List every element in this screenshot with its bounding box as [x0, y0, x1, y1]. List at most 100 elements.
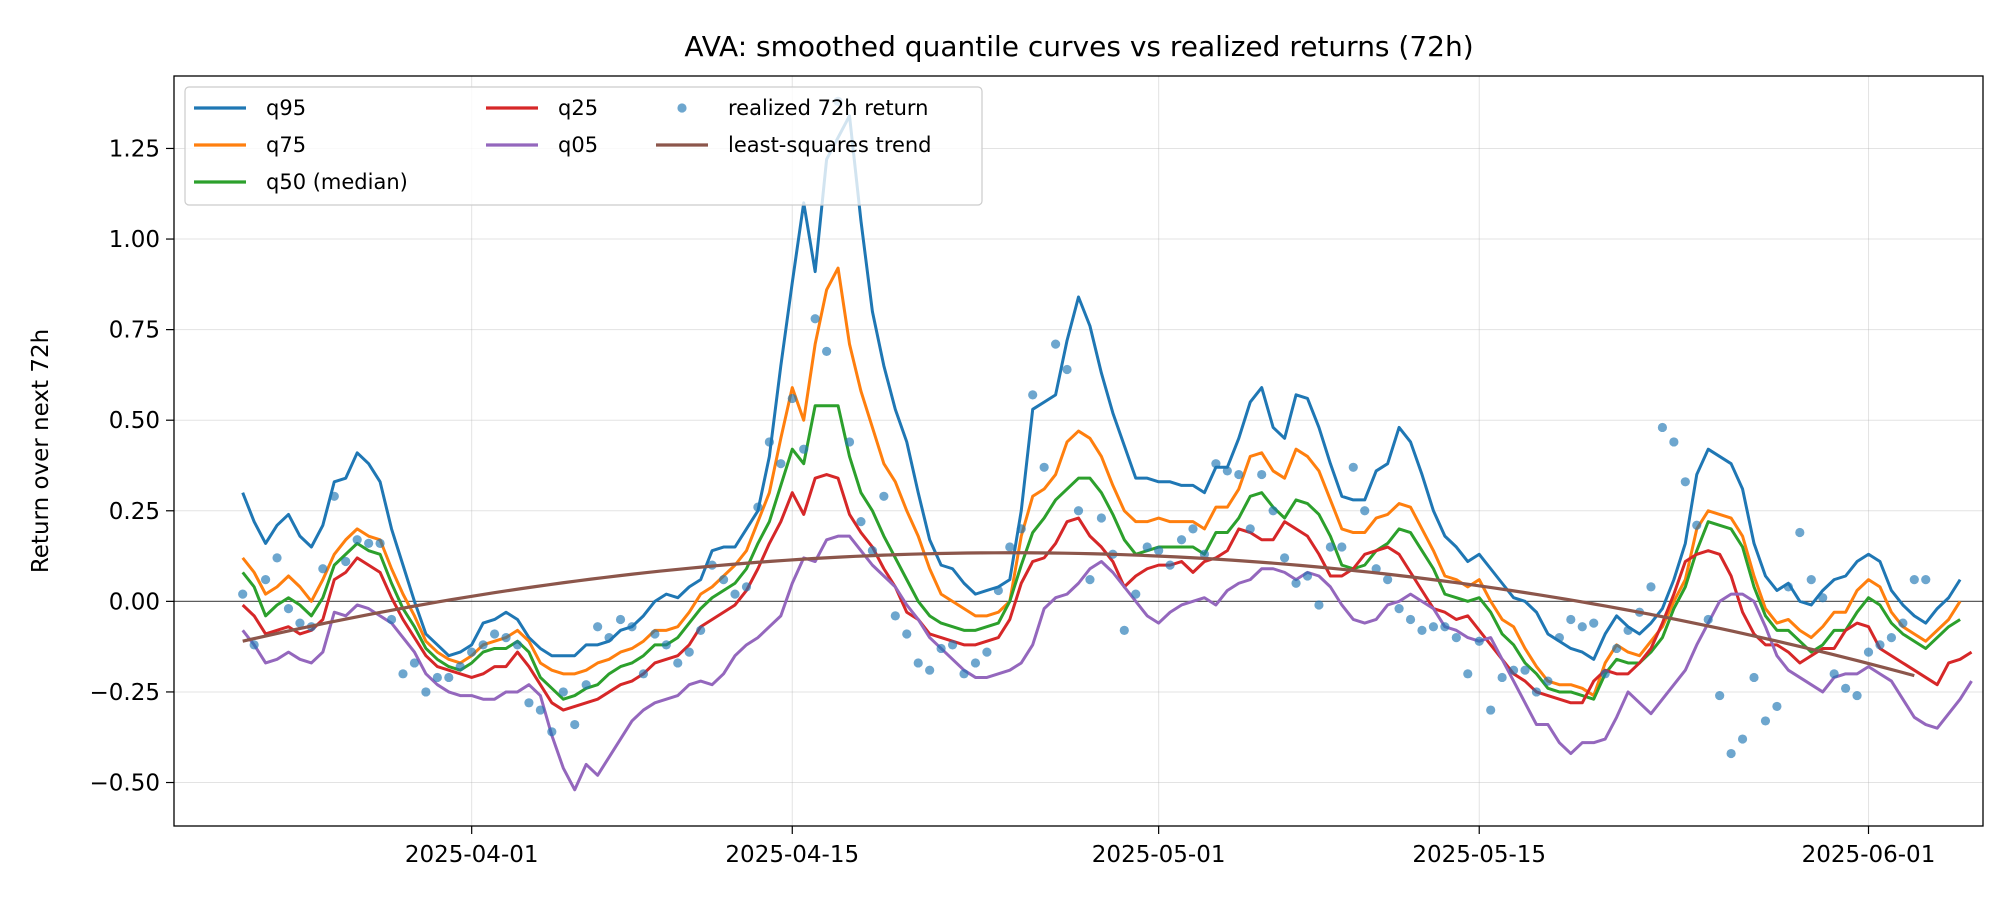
legend-item: q25: [486, 96, 598, 120]
realized-return-point: [1566, 614, 1576, 625]
realized-return-point: [638, 669, 649, 679]
realized-return-point: [398, 669, 408, 679]
legend: q95 q75 q50 (median) q25 q05 realized 72h ret…: [184, 86, 983, 206]
y-tick-label: 1.25: [109, 136, 160, 162]
realized-return-point: [1291, 578, 1301, 588]
realized-return-point: [1520, 665, 1530, 675]
realized-return-point: [1646, 582, 1656, 592]
realized-return-point: [512, 640, 523, 650]
legend-label: realized 72h return: [728, 96, 929, 120]
y-tick-label: 0.00: [109, 589, 160, 615]
realized-return-point: [1715, 690, 1725, 701]
realized-return-point: [1176, 535, 1187, 545]
realized-return-point: [1383, 575, 1393, 585]
realized-return-point: [1154, 546, 1164, 556]
realized-return-point: [364, 538, 374, 548]
realized-return-point: [455, 661, 465, 672]
realized-return-point: [1428, 622, 1439, 632]
realized-return-point: [1554, 632, 1564, 643]
x-tick-label: 2025-05-15: [1412, 842, 1546, 868]
realized-return-point: [501, 632, 511, 643]
realized-return-point: [1875, 640, 1885, 650]
realized-return-point: [1348, 462, 1358, 472]
realized-return-point: [1612, 643, 1622, 654]
series-line-q75: [241, 266, 1962, 698]
legend-label: q75: [266, 133, 306, 157]
legend-item: q50 (median): [194, 170, 408, 194]
realized-return-point: [1543, 676, 1553, 686]
y-tick-label: −0.50: [90, 771, 160, 797]
realized-return-point: [925, 665, 935, 675]
realized-return-point: [1016, 524, 1026, 534]
realized-return-point: [753, 502, 763, 512]
realized-return-point: [1394, 604, 1404, 614]
realized-return-point: [799, 444, 809, 454]
realized-return-point: [696, 625, 706, 635]
realized-return-point: [1268, 506, 1278, 516]
realized-return-point: [535, 705, 545, 715]
realized-return-point: [1772, 701, 1782, 712]
realized-return-point: [318, 564, 328, 574]
realized-return-point: [1073, 506, 1084, 516]
realized-return-point: [593, 622, 603, 632]
x-tick-label: 2025-04-01: [405, 842, 539, 868]
series-line-q95: [241, 114, 1962, 661]
realized-return-point: [1486, 705, 1496, 715]
y-axis-label: Return over next 72h: [28, 329, 54, 573]
realized-return-point: [1703, 614, 1713, 625]
realized-return-point: [741, 582, 752, 592]
realized-return-point: [260, 575, 271, 585]
chart-title: AVA: smoothed quantile curves vs realize…: [684, 30, 1473, 63]
realized-return-point: [1337, 542, 1347, 552]
realized-return-point: [1119, 625, 1129, 635]
realized-return-point: [547, 727, 557, 737]
realized-return-point: [1806, 575, 1816, 585]
realized-return-point: [1131, 589, 1141, 599]
realized-return-point: [1657, 422, 1668, 433]
realized-return-point: [970, 658, 981, 668]
realized-return-point: [1898, 618, 1908, 628]
realized-return-point: [615, 614, 626, 625]
realized-return-points: [238, 96, 1931, 759]
realized-return-point: [1829, 669, 1839, 679]
y-tick-label: 0.75: [109, 318, 160, 344]
realized-return-point: [1841, 683, 1851, 693]
plot-frame: [173, 75, 1984, 827]
realized-return-point: [1497, 672, 1507, 683]
realized-return-point: [1818, 593, 1828, 603]
realized-return-point: [444, 672, 454, 683]
realized-return-point: [1852, 690, 1862, 701]
legend-label: q50 (median): [266, 170, 408, 194]
realized-return-point: [718, 575, 729, 585]
realized-return-point: [1669, 437, 1679, 447]
realized-return-point: [1737, 734, 1748, 744]
realized-return-point: [295, 618, 305, 628]
series-line-least-squares-trend: [242, 551, 1915, 678]
realized-return-point: [1783, 582, 1793, 592]
realized-return-point: [1863, 647, 1874, 657]
realized-return-point: [661, 640, 671, 650]
realized-return-point: [959, 669, 969, 679]
legend-label: least-squares trend: [728, 133, 932, 157]
realized-return-point: [1749, 672, 1759, 683]
realized-return-point: [1005, 542, 1015, 552]
realized-return-point: [489, 629, 500, 639]
realized-return-point: [1760, 716, 1771, 726]
realized-return-point: [1508, 665, 1519, 675]
realized-return-point: [421, 687, 431, 697]
realized-return-point: [890, 611, 900, 621]
realized-return-point: [844, 437, 855, 447]
y-axis-ticks: −0.50 −0.25 0.00 0.25 0.50 0.75 1.00 1.25: [90, 136, 174, 797]
y-tick-label: 0.25: [109, 499, 160, 525]
realized-return-point: [581, 680, 591, 690]
legend-box: [184, 86, 983, 206]
realized-return-point: [604, 632, 614, 643]
realized-return-point: [787, 393, 797, 404]
realized-return-point: [1451, 632, 1461, 643]
realized-return-point: [867, 546, 878, 556]
realized-return-point: [352, 535, 362, 545]
realized-return-point: [1463, 669, 1473, 679]
realized-return-point: [684, 647, 694, 657]
realized-return-point: [1165, 560, 1175, 570]
realized-return-point: [1325, 542, 1335, 552]
